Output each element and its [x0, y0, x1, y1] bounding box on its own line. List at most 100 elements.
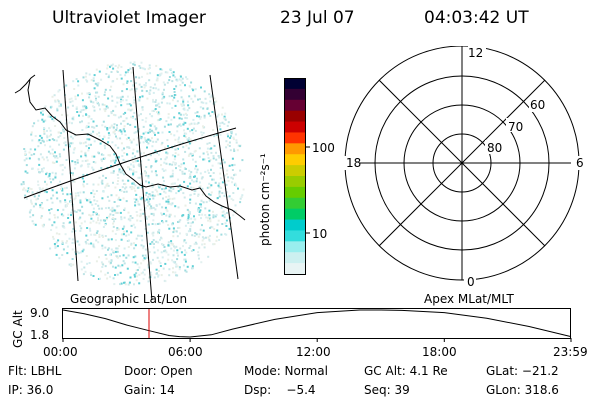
emission-pixel	[30, 188, 33, 191]
emission-pixel	[51, 171, 54, 174]
emission-pixel	[34, 135, 37, 137]
emission-pixel	[138, 165, 141, 168]
emission-pixel	[144, 199, 146, 202]
emission-pixel	[85, 255, 88, 257]
emission-pixel	[226, 195, 229, 198]
emission-pixel	[186, 127, 189, 130]
emission-pixel	[202, 152, 205, 155]
emission-pixel	[141, 239, 144, 242]
emission-pixel	[171, 202, 174, 205]
emission-pixel	[218, 186, 221, 189]
emission-pixel	[187, 221, 190, 224]
emission-pixel	[64, 201, 67, 204]
emission-pixel	[82, 108, 85, 111]
emission-pixel	[92, 120, 95, 123]
emission-pixel	[166, 81, 169, 84]
emission-pixel	[116, 211, 119, 214]
emission-pixel	[81, 250, 84, 253]
emission-pixel	[23, 148, 26, 150]
emission-pixel	[171, 80, 174, 83]
emission-pixel	[92, 275, 95, 277]
emission-pixel	[132, 96, 135, 99]
emission-pixel	[61, 122, 63, 125]
emission-pixel	[228, 227, 231, 230]
emission-pixel	[214, 215, 217, 218]
emission-pixel	[194, 88, 197, 91]
emission-pixel	[66, 245, 69, 248]
emission-pixel	[54, 245, 57, 248]
emission-pixel	[123, 190, 126, 193]
emission-pixel	[56, 216, 59, 219]
emission-pixel	[37, 145, 40, 148]
emission-pixel	[149, 271, 152, 274]
emission-pixel	[106, 216, 108, 219]
emission-pixel	[33, 195, 36, 198]
emission-pixel	[84, 141, 87, 144]
emission-pixel	[149, 130, 152, 133]
emission-pixel	[136, 275, 139, 278]
emission-pixel	[204, 236, 207, 239]
emission-pixel	[152, 258, 154, 261]
emission-pixel	[58, 257, 61, 260]
emission-pixel	[183, 104, 185, 107]
colorbar-swatch	[284, 78, 306, 90]
emission-pixel	[166, 152, 169, 155]
emission-pixel	[33, 122, 36, 125]
emission-pixel	[185, 241, 188, 244]
emission-pixel	[156, 111, 158, 114]
colorbar-swatch	[284, 165, 306, 177]
emission-pixel	[201, 213, 204, 216]
emission-pixel	[143, 84, 146, 86]
emission-pixel	[117, 177, 120, 179]
emission-pixel	[114, 114, 117, 117]
emission-pixel	[79, 121, 82, 124]
emission-pixel	[183, 129, 185, 132]
emission-pixel	[194, 241, 197, 244]
emission-pixel	[68, 98, 71, 101]
emission-pixel	[133, 131, 136, 134]
emission-pixel	[149, 207, 152, 210]
emission-pixel	[219, 133, 222, 136]
emission-pixel	[30, 131, 33, 134]
emission-pixel	[63, 137, 66, 139]
emission-pixel	[29, 148, 32, 151]
emission-pixel	[209, 218, 212, 221]
emission-pixel	[138, 282, 141, 285]
emission-pixel	[173, 134, 176, 137]
emission-pixel	[52, 178, 55, 181]
emission-pixel	[144, 131, 147, 134]
emission-pixel	[68, 263, 71, 266]
emission-pixel	[111, 210, 114, 213]
emission-pixel	[106, 277, 109, 280]
emission-pixel	[31, 125, 34, 128]
emission-pixel	[162, 81, 165, 84]
emission-pixel	[198, 181, 201, 184]
emission-pixel	[51, 201, 54, 204]
emission-pixel	[218, 182, 221, 185]
emission-pixel	[183, 108, 186, 111]
emission-pixel	[56, 107, 59, 110]
emission-pixel	[216, 115, 219, 118]
emission-pixel	[157, 275, 160, 278]
emission-pixel	[108, 154, 111, 157]
emission-pixel	[86, 138, 89, 141]
emission-pixel	[100, 158, 103, 161]
emission-pixel	[45, 171, 48, 174]
emission-pixel	[188, 247, 191, 249]
observation-time: 04:03:42 UT	[424, 8, 529, 28]
emission-pixel	[175, 148, 178, 151]
emission-pixel	[139, 208, 142, 211]
emission-pixel	[37, 157, 40, 160]
emission-pixel	[44, 180, 46, 183]
emission-pixel	[58, 233, 61, 236]
emission-pixel	[203, 126, 206, 129]
emission-pixel	[137, 234, 139, 237]
emission-pixel	[150, 154, 152, 157]
emission-pixel	[134, 90, 137, 93]
emission-pixel	[74, 197, 77, 200]
colorbar-unit-label: photon cm⁻²s⁻¹	[258, 153, 272, 246]
emission-pixel	[132, 171, 135, 174]
emission-pixel	[116, 96, 119, 99]
emission-pixel	[132, 169, 135, 172]
emission-pixel	[130, 116, 133, 119]
